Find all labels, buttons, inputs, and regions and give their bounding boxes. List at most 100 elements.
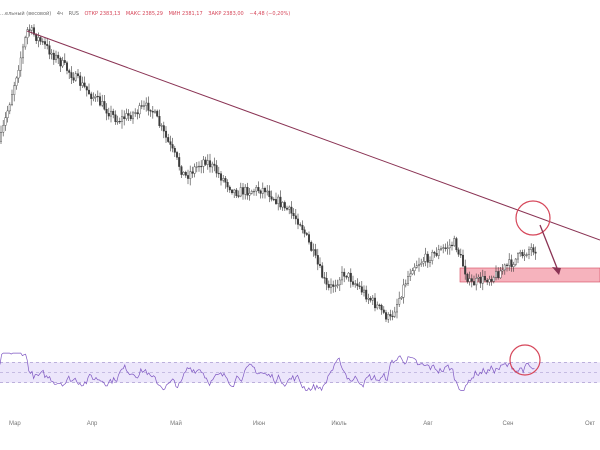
candle-body: [140, 105, 143, 107]
candle-body: [134, 112, 137, 114]
candle-body: [462, 254, 465, 267]
candle-body: [125, 113, 128, 120]
candle-body: [22, 46, 25, 59]
candle-body: [233, 189, 236, 194]
candle-body: [239, 187, 242, 197]
candle-body: [151, 111, 154, 113]
candle-body: [160, 125, 163, 127]
candle-body: [382, 309, 385, 313]
candle-body: [349, 272, 352, 282]
candle-body: [57, 54, 60, 59]
candle-body: [415, 265, 418, 268]
candle-body: [446, 247, 449, 249]
candle-body: [492, 277, 495, 282]
candle-body: [173, 147, 176, 153]
candle-body: [345, 276, 348, 278]
candle-body: [442, 247, 445, 249]
candle-body: [517, 253, 520, 260]
candle-body: [301, 225, 304, 231]
candle-body: [360, 286, 363, 293]
candle-body: [246, 186, 249, 196]
candle-body: [393, 311, 396, 317]
candle-body: [92, 97, 95, 99]
candle-body: [257, 187, 260, 192]
candle-body: [193, 166, 196, 174]
candle-body: [70, 72, 73, 78]
time-axis: Мар Апр Май Июн Июль Авг Сен Окт: [9, 420, 595, 427]
candle-body: [109, 110, 112, 117]
candle-body: [418, 264, 421, 266]
candle-body: [206, 160, 209, 165]
candle-body: [129, 115, 132, 120]
candle-body: [407, 276, 410, 284]
candle-body: [35, 34, 38, 41]
candle-body: [323, 277, 326, 279]
candle-body: [112, 110, 115, 115]
candle-body: [402, 284, 405, 298]
candle-body: [48, 45, 51, 55]
candle-body: [473, 281, 476, 286]
candle-body: [281, 202, 284, 208]
candle-body: [499, 270, 502, 279]
candle-body: [83, 82, 86, 87]
candle-body: [371, 297, 374, 301]
candle-body: [347, 272, 350, 278]
close-value: ЗАКР 2383,00: [208, 11, 244, 17]
candle-body: [341, 271, 344, 281]
candle-body: [325, 277, 328, 285]
candle-body: [358, 285, 361, 287]
x-tick-label: Авг: [423, 421, 433, 427]
candle-body: [85, 86, 88, 91]
candle-body: [127, 113, 130, 116]
candle-body: [303, 229, 306, 234]
candle-body: [398, 298, 401, 305]
candle-body: [87, 89, 90, 95]
candle-body: [510, 259, 513, 267]
candle-body: [68, 70, 71, 73]
candle-body: [525, 254, 528, 256]
candle-body: [299, 224, 302, 226]
candle-body: [429, 260, 432, 263]
x-tick-label: Июль: [331, 421, 346, 427]
candle-body: [30, 27, 33, 31]
projection-arrow-line: [539, 224, 560, 274]
candle-body: [226, 182, 229, 188]
candle-body: [332, 284, 335, 287]
candle-body: [530, 247, 533, 250]
candle-body: [470, 278, 473, 282]
candle-body: [396, 304, 399, 313]
candle-body: [312, 249, 315, 251]
candle-body: [55, 54, 58, 60]
candle-body: [387, 314, 390, 320]
candle-body: [475, 278, 478, 286]
candle-body: [120, 116, 123, 122]
candle-body: [211, 163, 214, 168]
candle-body: [74, 73, 77, 81]
candle-body: [145, 102, 148, 106]
candle-body: [356, 283, 359, 287]
candle-body: [10, 94, 13, 105]
candle-body: [94, 95, 97, 98]
candle-body: [466, 273, 469, 282]
candle-body: [508, 259, 511, 266]
candle-body: [477, 276, 480, 279]
candle-body: [184, 172, 187, 176]
candle-body: [164, 130, 167, 138]
candle-body: [98, 96, 101, 106]
candle-body: [101, 101, 104, 106]
candle-body: [484, 276, 487, 281]
candle-body: [156, 110, 159, 117]
candle-body: [103, 101, 106, 110]
x-tick-label: Июн: [253, 421, 265, 427]
candle-body: [266, 190, 269, 193]
candle-body: [65, 62, 68, 71]
candle-body: [136, 112, 139, 115]
candle-body: [400, 296, 403, 299]
candle-body: [50, 52, 53, 55]
candle-body: [310, 242, 313, 251]
candle-body: [219, 173, 222, 181]
candle-body: [197, 165, 200, 168]
candle-body: [182, 172, 185, 175]
candle-body: [288, 206, 291, 210]
